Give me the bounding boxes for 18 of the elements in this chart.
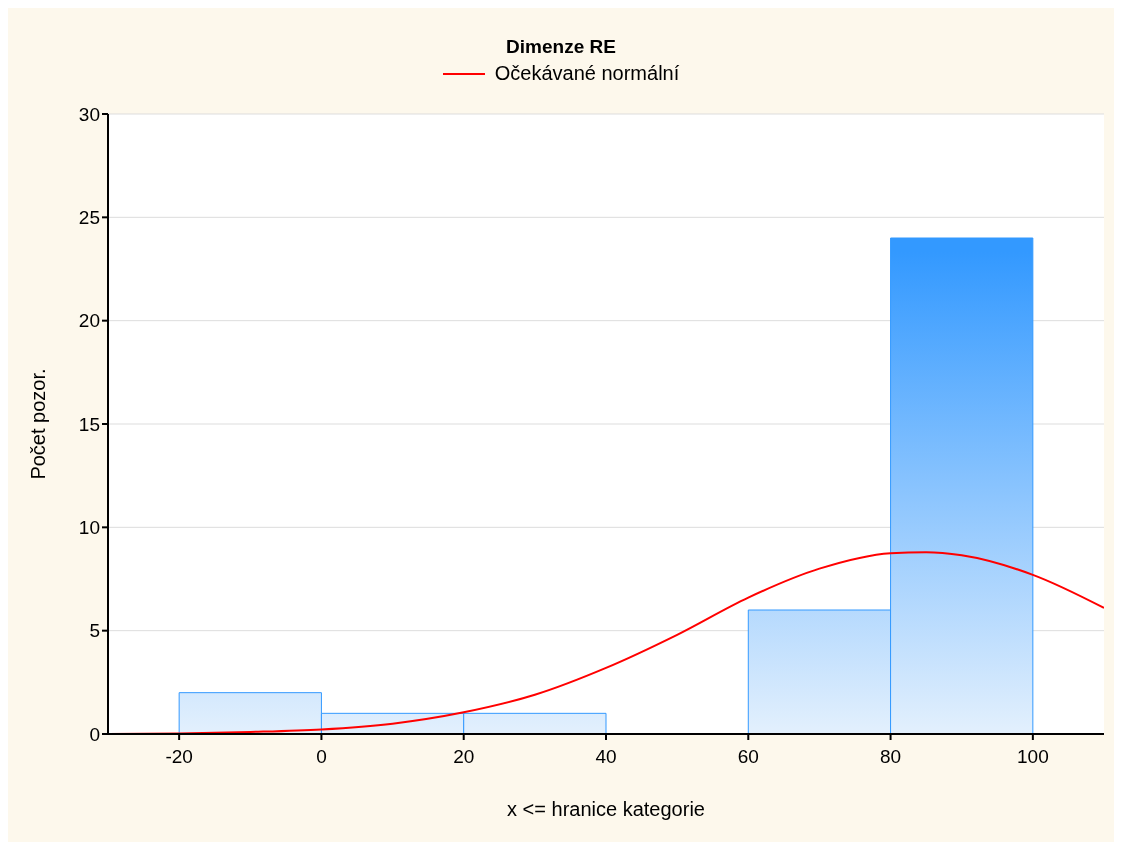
y-tick-label: 25: [78, 207, 100, 229]
x-axis-title: x <= hranice kategorie: [507, 798, 705, 820]
y-tick-label: 10: [78, 517, 100, 539]
y-tick-label: 30: [78, 103, 100, 125]
x-tick-label: 40: [595, 746, 617, 768]
x-tick-label: 20: [453, 746, 475, 768]
y-tick-label: 5: [89, 620, 100, 642]
x-tick-label: 80: [880, 746, 902, 768]
y-axis-title: Počet pozor.: [27, 368, 50, 480]
x-tick-label: 100: [1017, 746, 1049, 768]
x-tick-label: 60: [737, 746, 759, 768]
legend-label: Očekávané normální: [494, 62, 680, 85]
y-tick-label: 15: [78, 413, 100, 435]
x-tick-label: -20: [165, 746, 193, 768]
y-tick-label: 0: [89, 723, 100, 745]
chart-title: Dimenze RE: [505, 35, 617, 58]
x-tick-label: 0: [316, 746, 327, 768]
y-tick-label: 20: [78, 310, 100, 332]
